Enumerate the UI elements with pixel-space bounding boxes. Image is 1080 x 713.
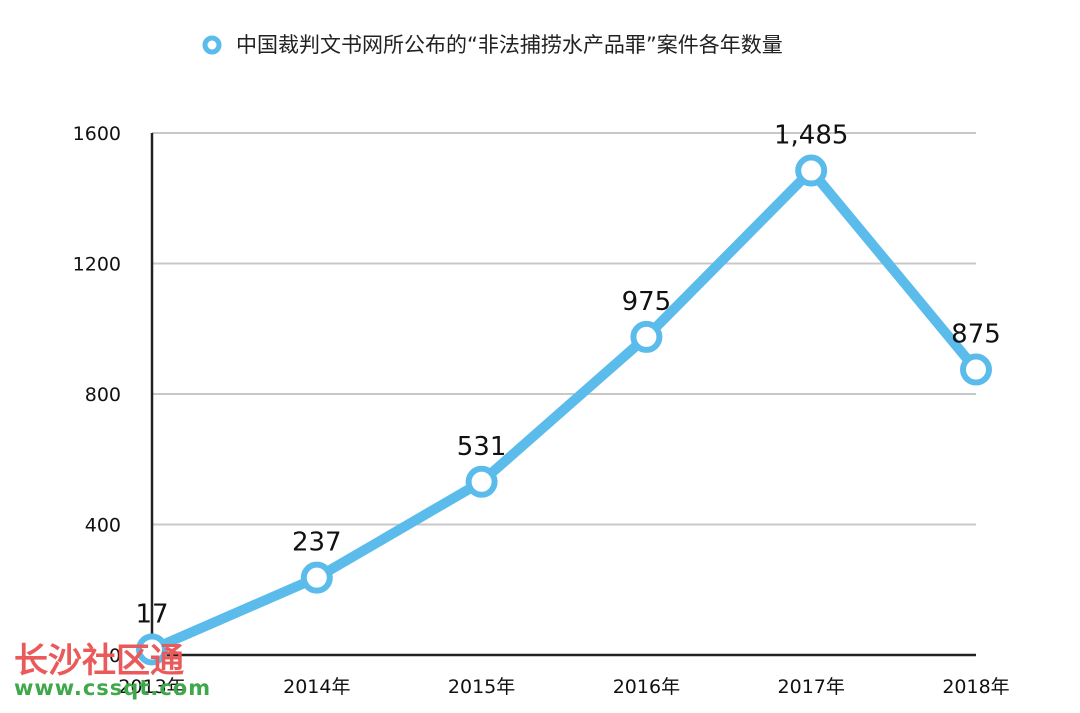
data-point: [300, 561, 333, 594]
y-axis-ticks: 0 400 800 1200 1600: [73, 123, 121, 667]
data-point: [960, 353, 992, 386]
x-axis-ticks: 2013年 2014年 2015年 2016年 2017年 2018年: [118, 676, 1009, 698]
legend-label: 中国裁判文书网所公布的“非法捕捞水产品罪”案件各年数量: [236, 33, 783, 57]
axes: [150, 133, 976, 657]
y-tick-label: 0: [109, 645, 121, 667]
watermark: 长沙社区通 www.cssqt.com: [14, 641, 211, 700]
series-line: [147, 165, 981, 655]
data-label: 17: [135, 599, 168, 629]
data-point: [630, 320, 663, 353]
legend: 中国裁判文书网所公布的“非法捕捞水产品罪”案件各年数量: [202, 33, 783, 57]
watermark-url: www.cssqt.com: [14, 676, 211, 700]
x-tick-label: 2017年: [778, 676, 845, 698]
y-tick-label: 1200: [73, 254, 121, 276]
series: [136, 154, 992, 666]
legend-marker: [202, 35, 222, 55]
data-point: [136, 633, 168, 666]
data-label: 875: [951, 320, 1001, 350]
watermark-text: 长沙社区通: [14, 641, 184, 681]
data-label: 1,485: [774, 121, 848, 151]
data-label: 237: [292, 528, 342, 558]
data-point: [465, 465, 498, 498]
data-point: [795, 154, 828, 187]
y-tick-label: 400: [85, 515, 121, 537]
x-tick-label: 2015年: [448, 676, 515, 698]
y-tick-label: 1600: [73, 123, 121, 145]
data-label: 531: [457, 432, 507, 462]
data-labels: 17 237 531 975 1,485 875: [135, 121, 1000, 630]
x-tick-label: 2014年: [283, 676, 350, 698]
x-tick-label: 2018年: [942, 676, 1009, 698]
data-label: 975: [622, 287, 672, 317]
x-tick-label: 2016年: [613, 676, 680, 698]
x-tick-label: 2013年: [118, 676, 185, 698]
y-tick-label: 800: [85, 384, 121, 406]
gridlines: [152, 132, 976, 526]
